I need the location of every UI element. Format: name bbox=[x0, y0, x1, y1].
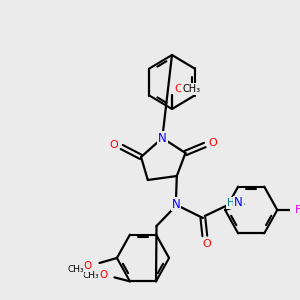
Text: H: H bbox=[227, 198, 235, 208]
Text: CH₃: CH₃ bbox=[83, 271, 100, 280]
Text: F: F bbox=[295, 205, 300, 215]
Text: O: O bbox=[202, 239, 211, 249]
Text: O: O bbox=[174, 84, 183, 94]
Text: O: O bbox=[208, 138, 217, 148]
Text: O: O bbox=[100, 270, 108, 280]
Text: N: N bbox=[172, 197, 180, 211]
Text: N: N bbox=[158, 131, 167, 145]
Text: N: N bbox=[234, 196, 243, 209]
Text: CH₃: CH₃ bbox=[182, 84, 200, 94]
Text: O: O bbox=[110, 140, 118, 150]
Text: O: O bbox=[84, 261, 92, 271]
Text: CH₃: CH₃ bbox=[67, 266, 84, 274]
